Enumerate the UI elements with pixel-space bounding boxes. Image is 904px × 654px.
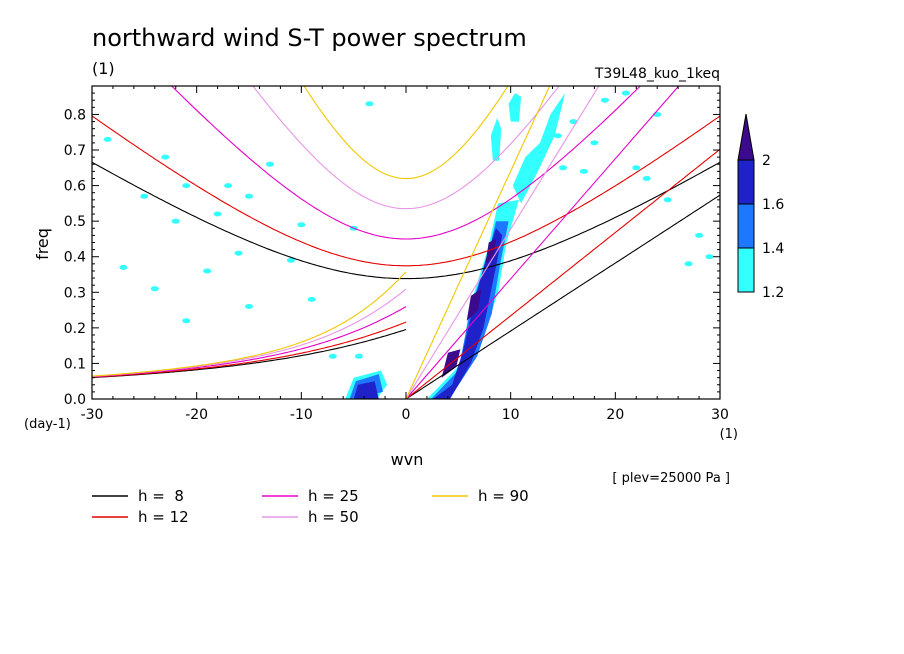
chart-subtitle-right: T39L48_kuo_1keq	[594, 66, 720, 82]
legend-label: h = 50	[308, 508, 359, 526]
contour-patch	[213, 211, 222, 217]
plev-annotation: [ plev=25000 Pa ]	[612, 471, 730, 486]
x-axis-unit: (1)	[720, 427, 738, 442]
y-tick-label: 0.7	[64, 143, 86, 159]
contour-patch	[234, 250, 243, 256]
dispersion-curve-mrg	[92, 306, 407, 378]
contour-region	[508, 93, 522, 122]
contour-patch	[705, 254, 714, 260]
contour-patch	[684, 261, 693, 267]
contour-patch	[642, 176, 651, 181]
colorbar-label: 1.4	[762, 241, 784, 257]
contour-patch	[365, 101, 374, 107]
y-tick-label: 0.8	[64, 107, 86, 123]
contour-patch	[224, 183, 233, 189]
colorbar-segment	[737, 203, 755, 249]
y-tick-label: 0.4	[64, 250, 86, 266]
dispersion-curve-mrg	[92, 271, 407, 377]
colorbar-segment	[737, 159, 755, 205]
contour-patch	[590, 140, 599, 146]
y-tick-label: 0.5	[64, 214, 86, 230]
dispersion-curve-kelvin	[405, 86, 680, 399]
colorbar: 1.2 1.4 1.6 2	[737, 113, 784, 301]
chart-subtitle-left: (1)	[92, 59, 115, 78]
plot-area	[92, 86, 720, 399]
legend: h = 8 h = 12 h = 25 h = 50 h = 90	[92, 487, 529, 526]
contour-patch	[307, 296, 316, 302]
contour-patch	[632, 165, 641, 171]
colorbar-label: 1.2	[762, 285, 784, 301]
colorbar-label: 2	[762, 153, 771, 169]
contour-patch	[182, 318, 191, 324]
contour-patch	[171, 218, 180, 224]
dispersion-curve-kelvin	[405, 194, 720, 399]
dispersion-curve-kelvin	[405, 148, 720, 399]
dispersion-curves-layer	[92, 86, 720, 399]
dispersion-curve-kelvin	[405, 86, 600, 399]
contour-patch	[553, 133, 562, 139]
dispersion-curve-ig	[252, 86, 560, 210]
x-axis-label: wvn	[391, 450, 424, 469]
contour-region	[512, 93, 566, 204]
contour-patch	[265, 161, 274, 167]
x-tick-label: 10	[502, 407, 520, 423]
y-tick-label: 0.0	[64, 392, 86, 408]
contour-patch	[245, 193, 253, 199]
x-tick-label: 0	[402, 407, 411, 423]
dispersion-curve-ig	[170, 86, 642, 240]
contour-patch	[600, 97, 609, 103]
y-tick-label: 0.2	[64, 321, 86, 337]
contour-region	[490, 118, 502, 161]
contour-patch	[203, 268, 212, 274]
contour-patch	[245, 304, 253, 309]
legend-label: h = 12	[138, 508, 189, 526]
y-tick-label: 0.3	[64, 285, 86, 301]
colorbar-extension	[737, 113, 755, 161]
contour-patch	[182, 183, 191, 189]
contour-region	[353, 381, 379, 399]
legend-label: h = 25	[308, 487, 359, 505]
contour-patch	[354, 353, 363, 359]
contour-patch	[286, 257, 295, 263]
x-tick-label: -30	[81, 407, 104, 423]
x-tick-label: 30	[711, 407, 729, 423]
contour-patch	[663, 197, 672, 203]
contour-patch	[621, 90, 630, 96]
x-tick-label: 20	[606, 407, 624, 423]
contour-patch	[559, 165, 567, 171]
contour-patch	[579, 168, 588, 174]
dispersion-curve-ig	[303, 86, 509, 180]
contour-patch	[695, 232, 704, 238]
legend-label: h = 90	[478, 487, 529, 505]
x-tick-label: -20	[185, 407, 208, 423]
contour-patch	[103, 136, 112, 142]
dispersion-curve-mrg	[92, 321, 407, 378]
y-axis-label: freq	[33, 228, 52, 260]
dispersion-curve-kelvin	[405, 86, 551, 399]
contour-patch	[527, 158, 536, 164]
axes-layer: -30 -20 -10 0 10 20 30 0.0 0.1 0.2 0.3 0.4 0.5 0.6 0.7…	[64, 86, 729, 423]
contour-patch	[119, 264, 128, 270]
chart-title: northward wind S-T power spectrum	[92, 24, 527, 52]
y-tick-label: 0.6	[64, 179, 86, 195]
contour-region	[485, 238, 496, 264]
y-tick-label: 0.1	[64, 356, 86, 372]
contour-patch	[328, 353, 337, 359]
y-axis-unit: (day-1)	[24, 417, 71, 432]
dispersion-curve-ig	[92, 161, 720, 280]
colorbar-label: 1.6	[762, 197, 784, 213]
contour-patch	[297, 222, 306, 228]
contour-patch	[161, 154, 170, 160]
dispersion-curve-ig	[92, 115, 720, 267]
legend-label: h = 8	[138, 487, 184, 505]
contour-patch	[150, 286, 159, 292]
contour-patch	[140, 193, 149, 199]
x-tick-label: -10	[290, 407, 313, 423]
colorbar-segment	[737, 247, 755, 293]
contour-region	[466, 288, 482, 321]
